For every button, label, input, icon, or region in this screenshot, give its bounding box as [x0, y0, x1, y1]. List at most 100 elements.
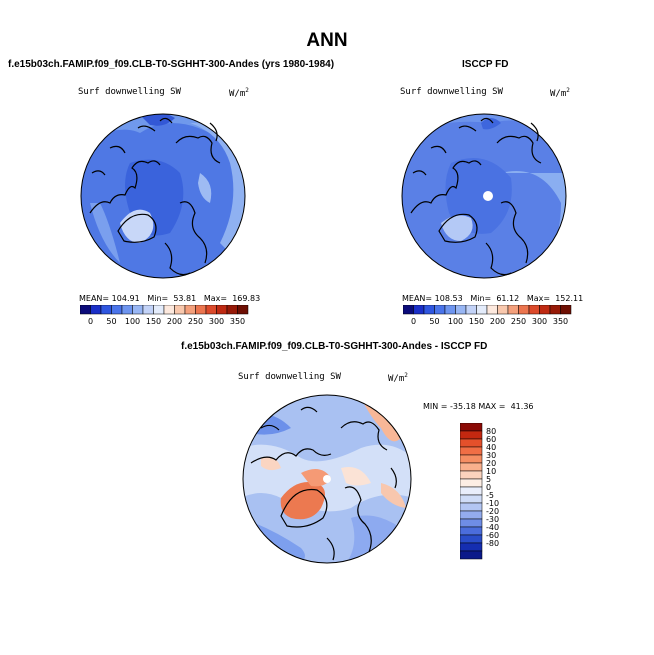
left-variable-label: Surf downwelling SW	[78, 87, 181, 97]
left-colorbar-tick-label: 200	[167, 317, 182, 326]
diff-colorbar-swatch	[460, 542, 483, 552]
diff-colorbar-tick-label: 10	[486, 467, 496, 476]
left-colorbar-swatch	[237, 305, 249, 315]
right-colorbar-tick-label: 300	[532, 317, 547, 326]
diff-colorbar-tick-label: -60	[486, 531, 499, 540]
left-colorbar-tick-label: 250	[188, 317, 203, 326]
right-colorbar-tick-label: 100	[448, 317, 463, 326]
right-mean-value: 108.53	[434, 294, 463, 303]
diff-variable-label: Surf downwelling SW	[238, 372, 341, 382]
right-colorbar-swatch	[455, 305, 467, 315]
right-case-label: ISCCP FD	[462, 59, 509, 70]
diff-colorbar-tick-label: 60	[486, 435, 496, 444]
diff-colorbar-tick-label: 5	[486, 475, 491, 484]
right-colorbar-swatch	[486, 305, 498, 315]
left-colorbar-swatch	[216, 305, 228, 315]
right-min-value: 61.12	[496, 294, 520, 303]
diff-colorbar-swatch	[460, 526, 483, 536]
left-units-label: W/m2	[229, 87, 249, 99]
left-mean-value: 104.91	[111, 294, 140, 303]
right-colorbar-swatch	[465, 305, 477, 315]
left-colorbar-tick-label: 100	[125, 317, 140, 326]
left-colorbar-swatch	[111, 305, 123, 315]
diff-colorbar-tick-label: -5	[486, 491, 494, 500]
figure-title: ANN	[306, 30, 348, 51]
diff-colorbar-swatch	[460, 430, 483, 440]
left-colorbar-swatch	[90, 305, 102, 315]
diff-colorbar-swatch	[460, 550, 483, 560]
left-colorbar-swatch	[163, 305, 175, 315]
diff-colorbar-swatch	[460, 438, 483, 448]
right-colorbar-swatch	[423, 305, 435, 315]
diff-case-label: f.e15b03ch.FAMIP.f09_f09.CLB-T0-SGHHT-30…	[181, 341, 488, 352]
left-colorbar-tick-label: 0	[88, 317, 93, 326]
diff-colorbar-tick-label: 20	[486, 459, 496, 468]
diff-units-label: W/m2	[388, 372, 408, 384]
right-colorbar-swatch	[518, 305, 530, 315]
diff-colorbar-swatch	[460, 462, 483, 472]
left-colorbar-swatch	[184, 305, 196, 315]
diff-colorbar-tick-label: -30	[486, 515, 499, 524]
diff-colorbar-tick-label: 0	[486, 483, 491, 492]
left-stats: MEAN= 104.91 Min= 53.81 Max= 169.83	[79, 294, 261, 303]
diff-colorbar-swatch	[460, 486, 483, 496]
diff-colorbar-tick-label: 80	[486, 427, 496, 436]
diff-colorbar-swatch	[460, 518, 483, 528]
diff-colorbar-swatch	[460, 423, 483, 432]
left-colorbar-swatch	[205, 305, 217, 315]
left-case-label: f.e15b03ch.FAMIP.f09_f09.CLB-T0-SGHHT-30…	[8, 59, 335, 70]
diff-colorbar-swatch	[460, 478, 483, 488]
left-min-value: 53.81	[173, 294, 197, 303]
left-colorbar: 0 50 100 150 200 250 300 350	[80, 305, 249, 326]
left-polar-map	[80, 113, 246, 279]
left-colorbar-swatch	[80, 305, 91, 315]
right-max-value: 152.11	[555, 294, 584, 303]
left-colorbar-swatch	[132, 305, 144, 315]
diff-colorbar-tick-label: -10	[486, 499, 499, 508]
left-colorbar-tick-label: 150	[146, 317, 161, 326]
left-colorbar-swatch	[153, 305, 165, 315]
diff-polar-map	[242, 394, 412, 564]
left-colorbar-swatch	[121, 305, 133, 315]
right-colorbar-tick-label: 250	[511, 317, 526, 326]
left-colorbar-swatch	[195, 305, 207, 315]
diff-colorbar-swatch	[460, 502, 483, 512]
right-colorbar-swatch	[560, 305, 572, 315]
right-colorbar: 0 50 100 150 200 250 300 350	[403, 305, 572, 326]
right-colorbar-tick-label: 0	[411, 317, 416, 326]
diff-colorbar-swatch	[460, 454, 483, 464]
left-colorbar-swatch	[174, 305, 186, 315]
right-colorbar-swatch	[476, 305, 488, 315]
right-colorbar-tick-label: 50	[429, 317, 439, 326]
left-colorbar-tick-label: 50	[106, 317, 116, 326]
diff-stats: MIN = -35.18 MAX = 41.36	[423, 402, 534, 411]
left-colorbar-swatch	[226, 305, 238, 315]
right-colorbar-swatch	[507, 305, 519, 315]
right-variable-label: Surf downwelling SW	[400, 87, 503, 97]
left-colorbar-tick-label: 350	[230, 317, 245, 326]
right-colorbar-swatch	[434, 305, 446, 315]
right-colorbar-swatch	[497, 305, 509, 315]
left-max-value: 169.83	[232, 294, 261, 303]
diff-colorbar-swatch	[460, 470, 483, 480]
right-colorbar-swatch	[413, 305, 425, 315]
right-colorbar-swatch	[539, 305, 551, 315]
diff-colorbar-tick-label: -40	[486, 523, 499, 532]
right-units-label: W/m2	[550, 87, 570, 99]
right-polar-map	[401, 113, 567, 279]
diff-colorbar-tick-label: 40	[486, 443, 496, 452]
diff-colorbar-tick-label: -20	[486, 507, 499, 516]
left-colorbar-swatch	[142, 305, 154, 315]
right-colorbar-tick-label: 200	[490, 317, 505, 326]
right-colorbar-tick-label: 150	[469, 317, 484, 326]
right-colorbar-swatch	[528, 305, 540, 315]
right-colorbar-swatch	[549, 305, 561, 315]
diff-colorbar-tick-label: -80	[486, 539, 499, 548]
right-colorbar-swatch	[403, 305, 414, 315]
diff-colorbar-swatch	[460, 534, 483, 544]
right-stats: MEAN= 108.53 Min= 61.12 Max= 152.11	[402, 294, 584, 303]
diff-colorbar-swatch	[460, 510, 483, 520]
diff-colorbar-swatch	[460, 446, 483, 456]
left-colorbar-swatch	[100, 305, 112, 315]
